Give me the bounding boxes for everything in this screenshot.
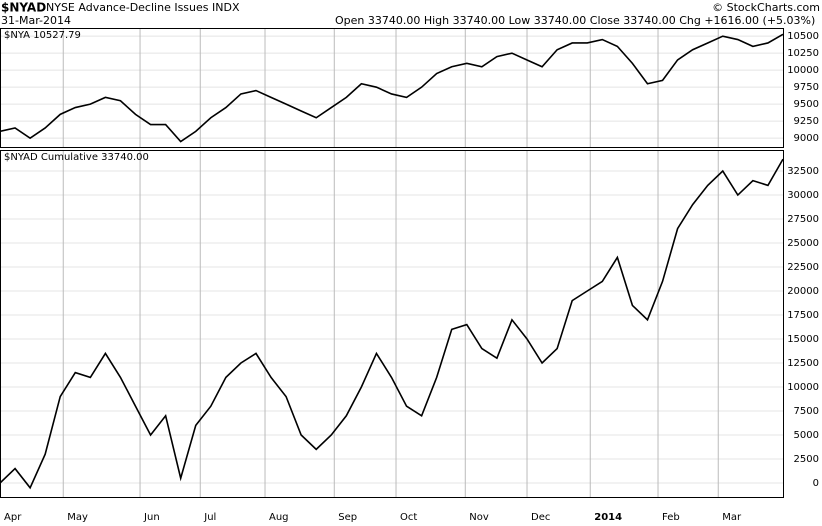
y-tick-label: 9500 xyxy=(794,99,819,110)
y-tick-label: 22500 xyxy=(787,262,819,273)
x-tick-label: Dec xyxy=(531,512,550,523)
symbol-name: NYSE Advance-Decline Issues INDX xyxy=(46,1,240,14)
y-tick-label: 17500 xyxy=(787,310,819,321)
y-tick-label: 0 xyxy=(813,478,819,489)
x-tick-label: Jun xyxy=(143,512,160,523)
symbol: $NYAD xyxy=(1,1,46,15)
y-tick-label: 32500 xyxy=(787,166,819,177)
x-tick-label: Apr xyxy=(4,512,22,523)
x-tick-label: Oct xyxy=(400,512,417,523)
price-line xyxy=(0,158,784,490)
panel-legend: $NYA 10527.79 xyxy=(4,30,81,41)
y-tick-label: 5000 xyxy=(794,430,819,441)
price-line xyxy=(0,33,784,143)
y-tick-label: 10000 xyxy=(787,382,819,393)
y-tick-label: 10500 xyxy=(787,31,819,42)
x-tick-label: Nov xyxy=(469,512,489,523)
copyright: © StockCharts.com xyxy=(712,1,820,14)
y-tick-label: 10000 xyxy=(787,65,819,76)
x-tick-label: Feb xyxy=(662,512,680,523)
panel-frame xyxy=(0,150,784,498)
x-tick-label: Aug xyxy=(269,512,289,523)
y-tick-label: 9750 xyxy=(794,82,819,93)
y-tick-label: 2500 xyxy=(794,454,819,465)
y-tick-label: 9250 xyxy=(794,116,819,127)
y-tick-label: 25000 xyxy=(787,238,819,249)
x-tick-label: 2014 xyxy=(594,512,622,523)
y-tick-label: 20000 xyxy=(787,286,819,297)
y-tick-label: 27500 xyxy=(787,214,819,225)
y-tick-label: 7500 xyxy=(794,406,819,417)
x-tick-label: Mar xyxy=(722,512,742,523)
date: 31-Mar-2014 xyxy=(1,14,71,27)
y-tick-label: 30000 xyxy=(787,190,819,201)
y-tick-label: 9000 xyxy=(794,133,819,144)
panel-legend: $NYAD Cumulative 33740.00 xyxy=(4,152,149,163)
y-tick-label: 10250 xyxy=(787,48,819,59)
panel-frame xyxy=(0,28,784,148)
x-tick-label: Sep xyxy=(338,512,357,523)
y-tick-label: 15000 xyxy=(787,334,819,345)
x-tick-label: Jul xyxy=(203,512,216,523)
quote: Open 33740.00 High 33740.00 Low 33740.00… xyxy=(335,14,815,27)
y-tick-label: 12500 xyxy=(787,358,819,369)
x-tick-label: May xyxy=(67,512,88,523)
